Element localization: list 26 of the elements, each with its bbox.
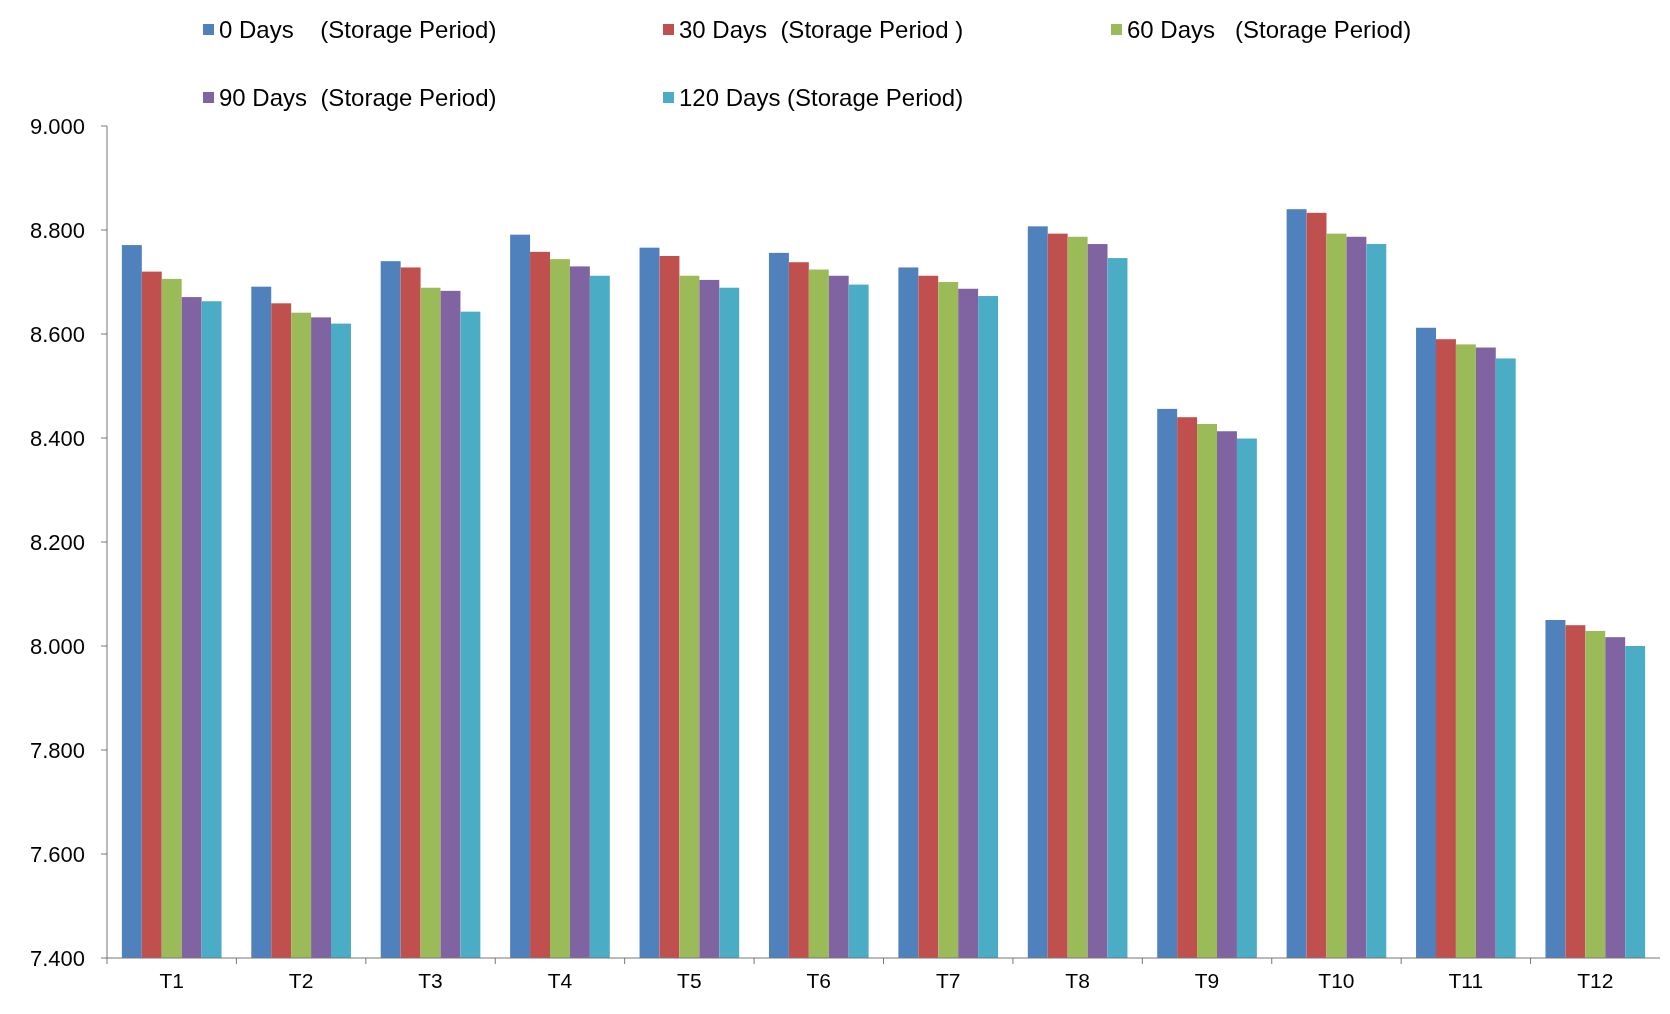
x-tick-label: T6	[806, 969, 832, 992]
legend-label: 30 Days (Storage Period )	[679, 16, 964, 43]
y-tick-label: 7.600	[29, 841, 85, 867]
legend-label: 90 Days (Storage Period)	[219, 84, 497, 111]
x-tick-label: T11	[1448, 969, 1484, 992]
y-tick-label: 7.400	[29, 945, 85, 971]
y-tick-label: 8.400	[29, 425, 85, 451]
x-tick-label: T5	[677, 969, 702, 992]
x-tick-label: T10	[1318, 969, 1355, 992]
y-tick-label: 7.800	[29, 737, 85, 763]
x-tick-label: T3	[418, 969, 443, 992]
legend-label: 120 Days (Storage Period)	[679, 84, 964, 111]
y-tick-label: 8.000	[29, 633, 85, 659]
y-tick-label: 8.600	[29, 321, 85, 347]
x-tick-label: T12	[1577, 969, 1614, 992]
y-tick-label: 8.200	[29, 529, 85, 555]
y-tick-label: 8.800	[29, 217, 85, 243]
x-tick-label: T8	[1065, 969, 1090, 992]
x-tick-label: T2	[288, 969, 314, 992]
y-tick-label: 9.000	[29, 113, 85, 139]
x-tick-label: T1	[159, 969, 184, 992]
x-tick-label: T9	[1194, 969, 1220, 992]
legend-label: 0 Days (Storage Period)	[219, 16, 497, 43]
x-tick-label: T4	[547, 969, 573, 992]
legend-label: 60 Days (Storage Period)	[1127, 16, 1412, 43]
x-tick-label: T7	[935, 969, 961, 992]
